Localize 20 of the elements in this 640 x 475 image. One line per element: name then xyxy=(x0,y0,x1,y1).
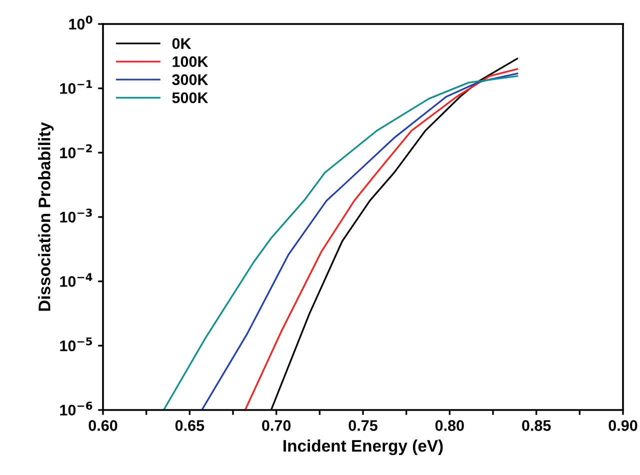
y-tick-label: 10$^{−1}$ xyxy=(60,80,92,94)
y-tick-label: 10$^{−3}$ xyxy=(60,208,92,223)
y-tick-label: 10$^{−2}$ xyxy=(60,144,92,158)
legend-label: 300K xyxy=(172,74,208,86)
y-tick-label: 10$^{0}$ xyxy=(69,16,92,30)
x-tick-label: 0.75 xyxy=(348,420,378,431)
y-tick-label: 10$^{−6}$ xyxy=(60,402,92,416)
y-tick-label: 10$^{−5}$ xyxy=(60,337,92,352)
legend-label: 100K xyxy=(172,56,208,68)
x-tick-label: 0.65 xyxy=(175,420,204,431)
x-tick-label: 0.80 xyxy=(435,420,464,431)
x-tick-label: 0.70 xyxy=(262,420,291,431)
y-tick-label: 10$^{−4}$ xyxy=(60,273,92,287)
x-tick-label: 0.85 xyxy=(522,420,551,431)
x-tick-label: 0.90 xyxy=(608,420,638,431)
x-tick-label: 0.60 xyxy=(88,420,118,431)
x-axis-title: Incident Energy (eV) xyxy=(284,440,443,456)
legend-label: 0K xyxy=(172,38,192,49)
y-axis-title: Dissociation Probability xyxy=(38,122,54,311)
legend-label: 500K xyxy=(172,92,208,104)
